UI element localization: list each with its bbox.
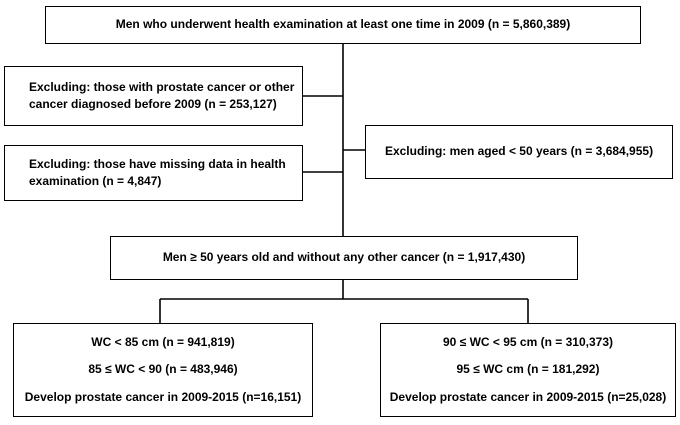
box-text: Excluding: those have missing data in he… [29, 156, 286, 171]
box-text: Develop prostate cancer in 2009-2015 (n=… [24, 389, 302, 404]
box-low-waist-circumference: WC < 85 cm (n = 941,819) 85 ≤ WC < 90 (n… [13, 323, 313, 417]
box-text: Men who underwent health examination at … [115, 17, 571, 32]
box-text: 95 ≤ WC cm (n = 181,292) [456, 362, 600, 377]
box-text: Excluding: men aged < 50 years (n = 3,68… [384, 144, 654, 159]
box-eligible-men: Men ≥ 50 years old and without any other… [110, 236, 578, 280]
box-high-waist-circumference: 90 ≤ WC < 95 cm (n = 310,373) 95 ≤ WC cm… [380, 323, 676, 417]
box-exclude-missing-data: Excluding: those have missing data in he… [4, 145, 303, 201]
box-text: Men ≥ 50 years old and without any other… [162, 250, 526, 265]
box-text: Develop prostate cancer in 2009-2015 (n=… [389, 389, 667, 404]
box-text: 90 ≤ WC < 95 cm (n = 310,373) [442, 334, 613, 349]
box-exclude-age: Excluding: men aged < 50 years (n = 3,68… [365, 125, 673, 179]
box-text: cancer diagnosed before 2009 (n = 253,12… [29, 97, 277, 111]
box-text: 85 ≤ WC < 90 (n = 483,946) [88, 362, 238, 377]
box-all-examined-men: Men who underwent health examination at … [45, 6, 641, 44]
box-text: WC < 85 cm (n = 941,819) [91, 334, 235, 349]
box-exclude-prior-cancer: Excluding: those with prostate cancer or… [4, 66, 303, 126]
box-text: examination (n = 4,847) [29, 174, 162, 188]
box-text: Excluding: those with prostate cancer or… [29, 79, 295, 94]
